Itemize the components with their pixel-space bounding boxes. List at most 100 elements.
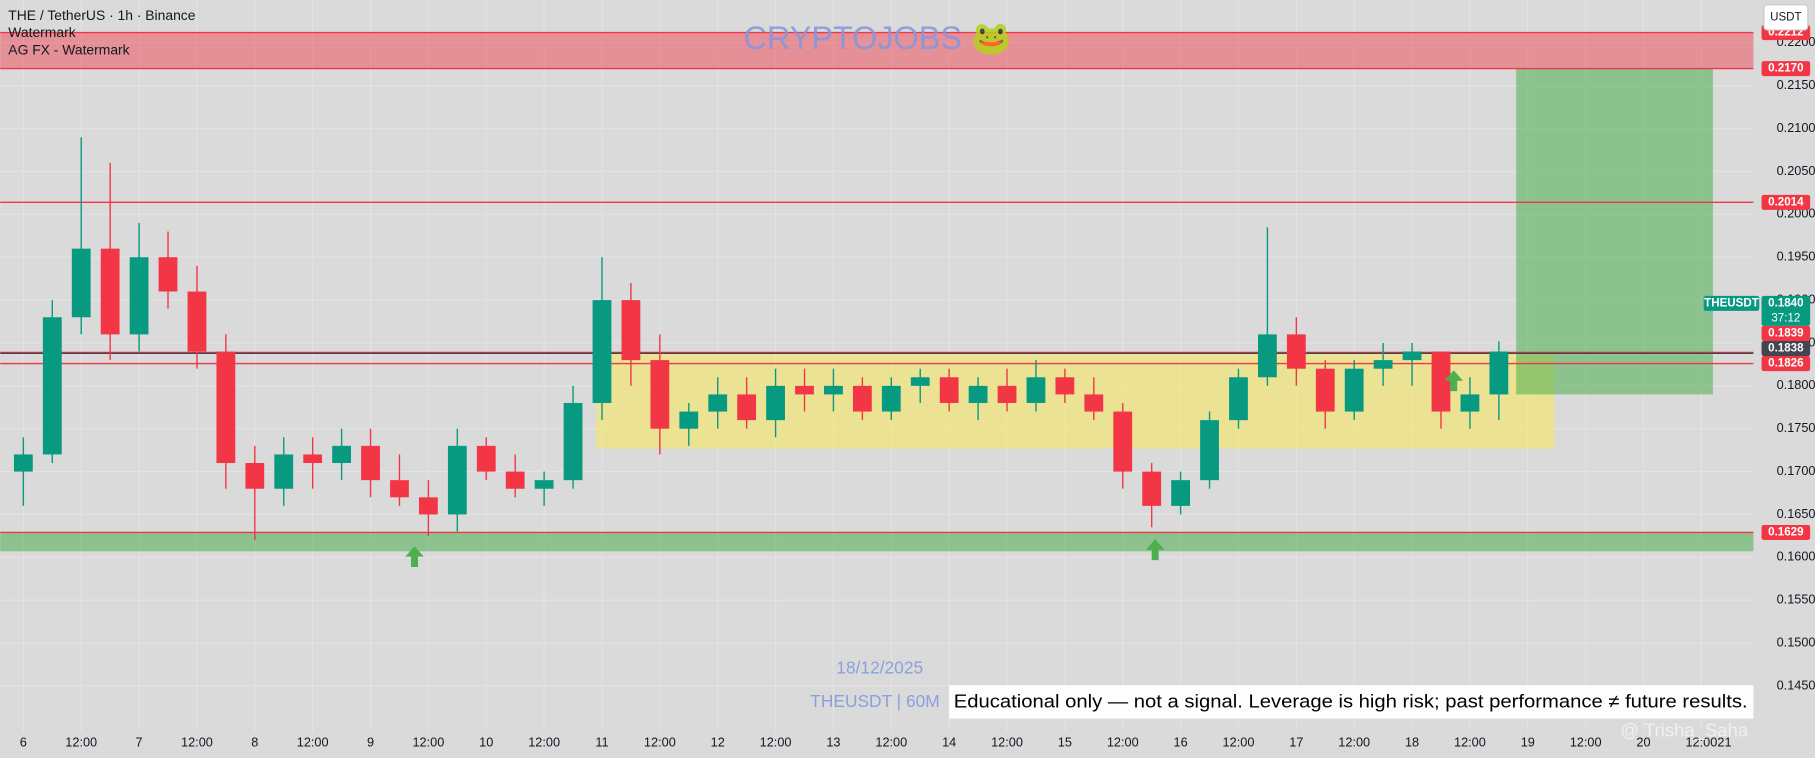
- y-tick-label: 0.1950: [1777, 249, 1815, 264]
- candle-body: [650, 360, 670, 429]
- y-tick-label: 0.2100: [1777, 120, 1815, 135]
- y-tick-label: 0.1500: [1777, 634, 1815, 649]
- x-tick-label: 12:00: [181, 734, 213, 749]
- candle-body: [910, 377, 930, 386]
- candle-body: [534, 480, 554, 489]
- y-tick-label: 0.1800: [1777, 377, 1815, 392]
- x-tick-label: 6: [20, 734, 27, 749]
- disclaimer: Educational only — not a signal. Leverag…: [954, 690, 1748, 711]
- candle-body: [303, 454, 323, 464]
- price-axis: [1753, 0, 1815, 758]
- x-tick-label: 12:00: [1107, 734, 1139, 749]
- indicator: Watermark: [8, 24, 75, 40]
- candle-body: [100, 248, 120, 335]
- price-label-box: [1761, 356, 1811, 372]
- annotation-date: 18/12/2025: [836, 657, 923, 677]
- candle-body: [245, 463, 265, 489]
- candle-body: [997, 385, 1017, 403]
- candle-body: [1055, 377, 1075, 395]
- currency[interactable]: USDT: [1770, 11, 1801, 23]
- price-label-box: [1761, 325, 1811, 341]
- grid: [0, 0, 1753, 731]
- x-tick-label: 12:00: [1454, 734, 1486, 749]
- candle-body: [129, 257, 149, 335]
- price-label: 0.1629: [1768, 527, 1803, 539]
- x-tick-label: 15: [1058, 734, 1072, 749]
- x-tick-label: 12:00: [644, 734, 676, 749]
- indicator: AG FX - Watermark: [8, 42, 129, 58]
- signal-arrows: [405, 370, 1463, 568]
- x-tick-label: 12:00: [412, 734, 444, 749]
- levels: [0, 31, 1754, 534]
- x-tick-label: 17: [1289, 734, 1303, 749]
- candle-body: [1142, 471, 1162, 506]
- candle-body: [1373, 360, 1393, 369]
- x-tick-label: 8: [251, 734, 258, 749]
- x-tick-label: 12:00: [1223, 734, 1255, 749]
- candle-body: [1258, 334, 1277, 378]
- x-tick-label: 7: [136, 734, 143, 749]
- x-tick-label: 12:00: [875, 734, 907, 749]
- x-tick-label: 12:00: [1338, 734, 1370, 749]
- x-tick-label: 9: [367, 734, 374, 749]
- price-label: 0.1826: [1768, 358, 1804, 370]
- x-tick-label: 10: [479, 734, 493, 749]
- y-tick-label: 0.2050: [1777, 163, 1815, 178]
- candle-body: [1200, 420, 1219, 481]
- candle-body: [418, 497, 438, 515]
- price-label-box: [1761, 61, 1811, 77]
- candle-body: [216, 351, 236, 464]
- candle-body: [1286, 334, 1306, 369]
- candle-body: [1344, 368, 1364, 412]
- disclaimer-box: [949, 685, 1754, 719]
- zone: [1516, 68, 1713, 395]
- candle-body: [795, 385, 814, 395]
- countdown: 37:12: [1771, 312, 1800, 324]
- zone: [0, 32, 1754, 69]
- price-label-box: [1761, 524, 1811, 540]
- x-tick-label: 12:00: [760, 734, 792, 749]
- price-label-box: [1761, 340, 1811, 357]
- zones: [0, 32, 1754, 552]
- candle-body: [737, 394, 757, 421]
- x-tick-label: 20: [1636, 734, 1650, 749]
- credit: @ Trisha_Saha: [1620, 719, 1749, 741]
- candle-body: [13, 454, 33, 472]
- x-tick-label: 12:00: [1570, 734, 1602, 749]
- arrow: [405, 546, 424, 568]
- x-tick-label: 18: [1405, 734, 1419, 749]
- x-tick-label: 14: [942, 734, 956, 749]
- x-tick-label: 12:00: [528, 734, 560, 749]
- candle-body: [939, 377, 959, 403]
- candle-body: [158, 257, 178, 292]
- candle-body: [1489, 351, 1509, 395]
- price-label-box: [1761, 194, 1811, 210]
- x-tick-label: 11: [595, 734, 608, 749]
- x-tick-label: 12:00: [1685, 734, 1717, 749]
- x-tick-label: 13: [826, 734, 840, 749]
- candles: [13, 137, 1509, 541]
- candle-body: [274, 454, 294, 489]
- x-tick-label: 16: [1174, 734, 1188, 749]
- candle-body: [447, 445, 467, 515]
- price-label: 0.1839: [1768, 328, 1803, 340]
- x-tick-label: 21: [1717, 734, 1731, 749]
- candle-body: [708, 394, 728, 412]
- candle-body: [42, 317, 62, 455]
- y-tick-label: 0.1550: [1777, 592, 1815, 607]
- candle-body: [1026, 377, 1046, 403]
- currency-button[interactable]: [1763, 4, 1809, 31]
- symbol-label: THEUSDT: [1704, 297, 1759, 309]
- candle-body: [1229, 377, 1248, 421]
- chart-title: THE / TetherUS · 1h · Binance: [8, 7, 195, 23]
- price-label: 0.1838: [1768, 343, 1804, 355]
- candle-body: [505, 471, 525, 489]
- price-label: 0.2212: [1768, 27, 1803, 39]
- annotation-symbol: THEUSDT | 60M: [810, 691, 939, 711]
- x-tick-label: 12: [711, 734, 725, 749]
- candle-body: [852, 385, 872, 412]
- candle-body: [390, 480, 409, 498]
